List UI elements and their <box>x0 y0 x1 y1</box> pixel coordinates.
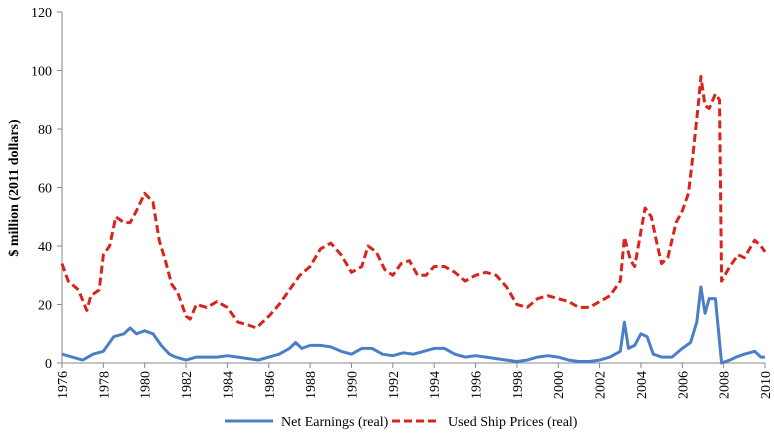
x-tick-label: 1992 <box>387 371 402 399</box>
y-tick-label: 40 <box>38 240 52 255</box>
x-tick-label: 1980 <box>139 371 154 399</box>
x-tick-label: 1976 <box>56 371 71 399</box>
x-tick-label: 1978 <box>97 371 112 399</box>
x-tick-label: 1990 <box>345 371 360 399</box>
x-tick-label: 2004 <box>635 371 650 399</box>
y-tick-label: 100 <box>31 65 52 80</box>
x-tick-label: 1984 <box>221 371 236 399</box>
x-tick-label: 2000 <box>552 371 567 399</box>
y-tick-label: 60 <box>38 182 52 197</box>
y-tick-label: 0 <box>45 357 52 372</box>
y-tick-label: 120 <box>31 6 52 21</box>
x-tick-label: 1998 <box>511 371 526 399</box>
x-tick-label: 1994 <box>428 371 443 399</box>
x-tick-label: 2006 <box>676 371 691 399</box>
x-tick-label: 1988 <box>304 371 319 399</box>
x-tick-label: 1986 <box>263 371 278 399</box>
legend-label: Net Earnings (real) <box>281 415 389 430</box>
x-tick-label: 1996 <box>470 371 485 399</box>
line <box>60 74 767 330</box>
y-tick-label: 80 <box>38 123 52 138</box>
legend-label: Used Ship Prices (real) <box>448 415 578 430</box>
x-tick-label: 1982 <box>180 371 195 399</box>
line <box>61 285 765 365</box>
x-tick-label: 2002 <box>594 371 609 399</box>
x-tick-label: 2008 <box>718 371 733 399</box>
y-tick-label: 20 <box>38 299 52 314</box>
x-tick-label: 2010 <box>759 371 774 399</box>
y-axis-title: $ million (2011 dollars) <box>7 119 22 257</box>
